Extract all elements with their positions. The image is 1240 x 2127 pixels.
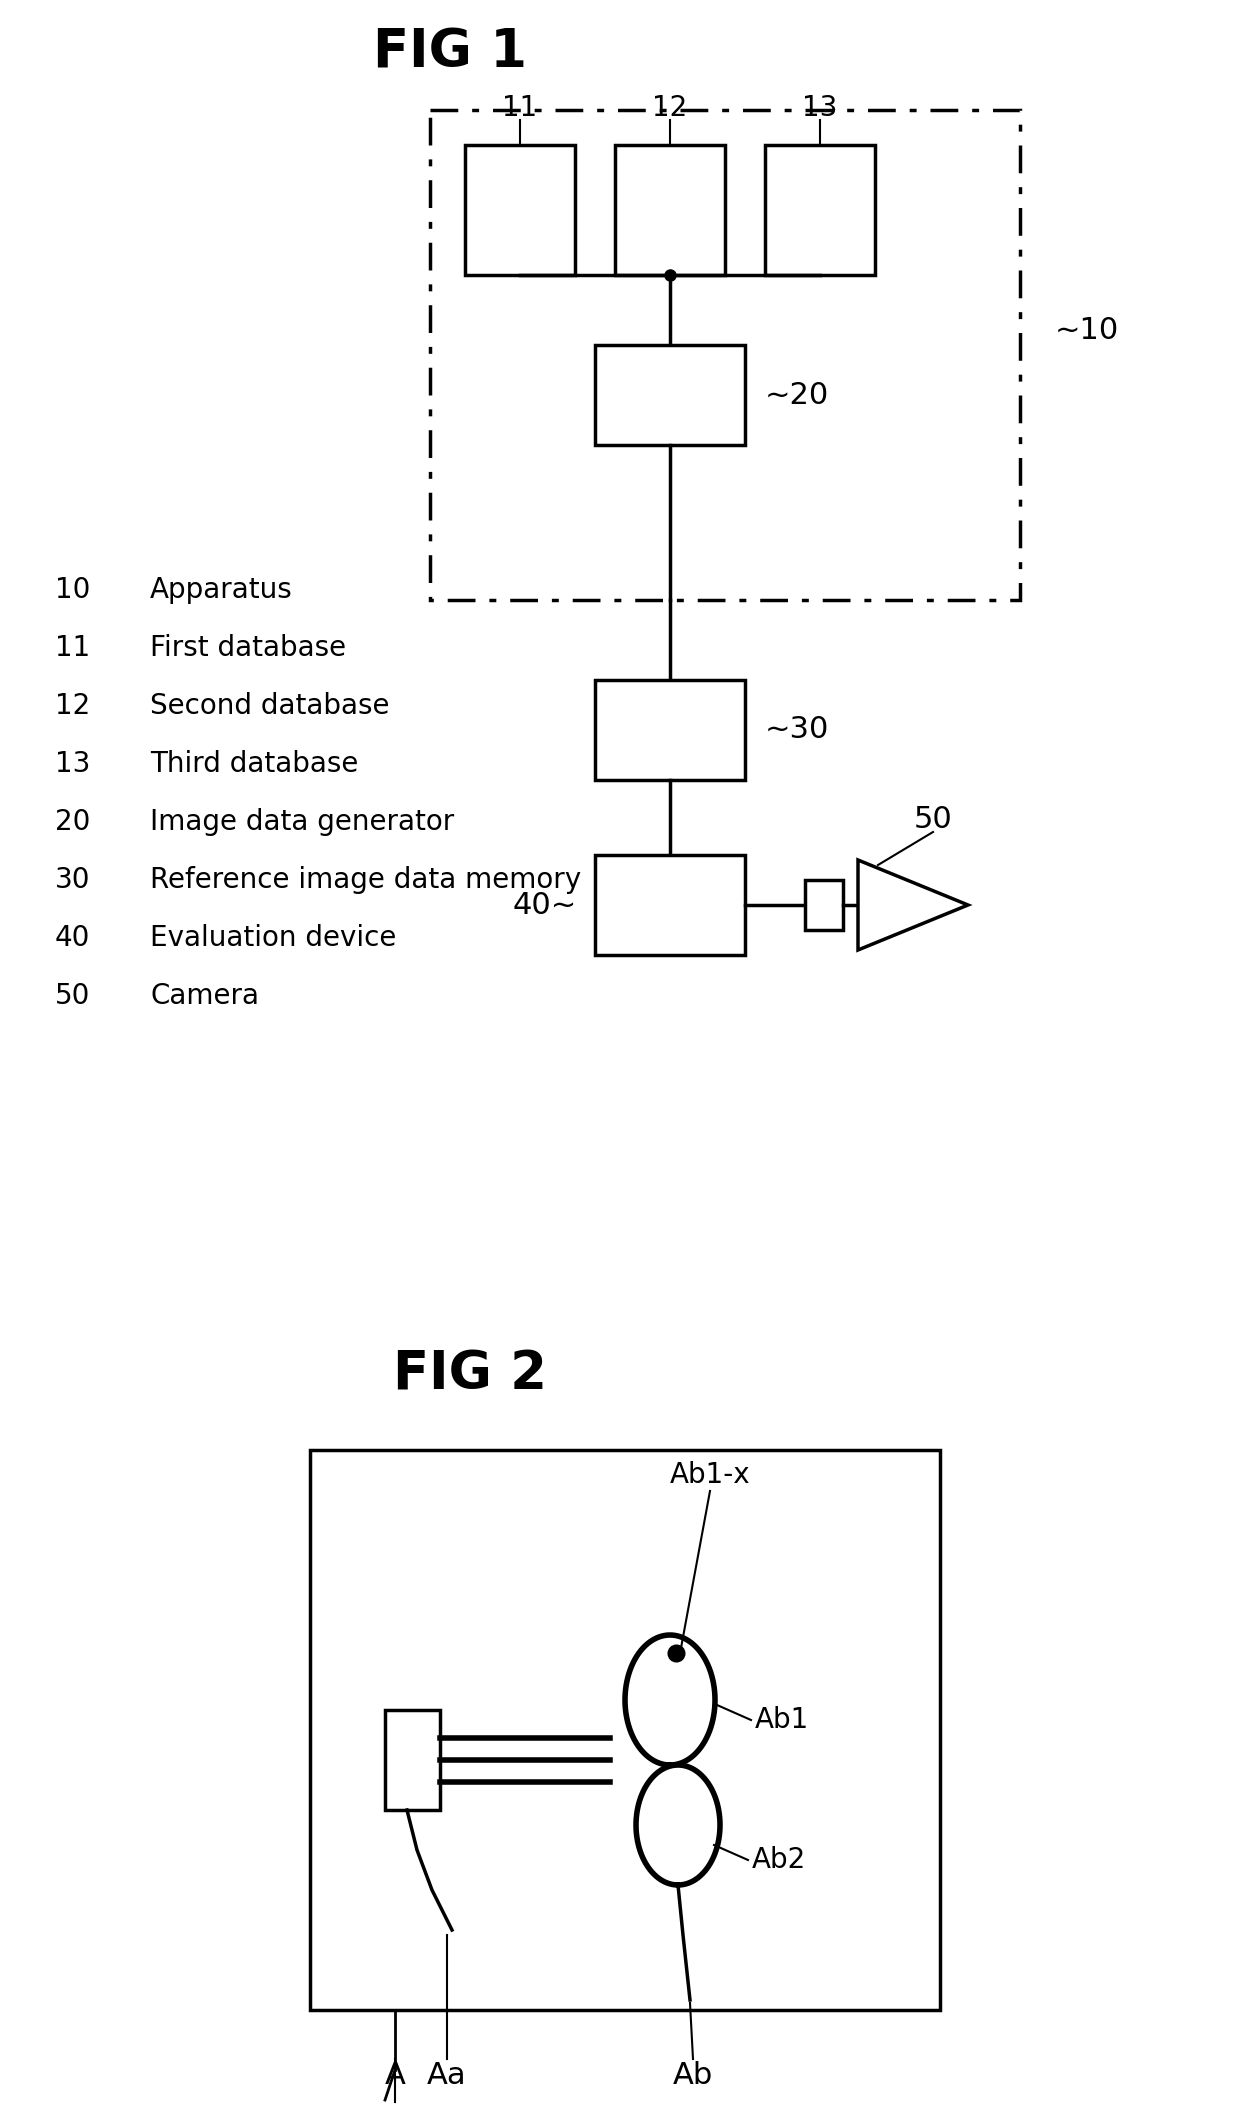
Text: First database: First database [150, 634, 346, 661]
Text: 20: 20 [55, 808, 91, 836]
Bar [595, 681, 745, 781]
Text: 30: 30 [55, 866, 91, 893]
Text: ~20: ~20 [765, 381, 830, 411]
Text: 50: 50 [55, 983, 91, 1010]
Text: Ab1-x: Ab1-x [670, 1461, 750, 1489]
Bar [595, 345, 745, 445]
Bar [384, 1710, 440, 1810]
Text: Ab2: Ab2 [751, 1846, 806, 1874]
Bar [765, 145, 875, 274]
Text: Third database: Third database [150, 751, 358, 778]
Bar [805, 881, 843, 929]
Text: 12: 12 [652, 94, 688, 121]
Bar [465, 145, 575, 274]
Text: 50: 50 [914, 806, 952, 834]
Bar [370, 1514, 900, 1914]
Text: Ab1: Ab1 [755, 1706, 810, 1734]
Text: 13: 13 [55, 751, 91, 778]
Text: Second database: Second database [150, 691, 389, 721]
Text: Aa: Aa [428, 2061, 466, 2089]
Bar [430, 111, 1021, 600]
Text: Image data generator: Image data generator [150, 808, 454, 836]
Text: 10: 10 [55, 576, 91, 604]
Text: Camera: Camera [150, 983, 259, 1010]
Text: 40: 40 [55, 923, 91, 953]
Bar [595, 855, 745, 955]
Text: Ab: Ab [673, 2061, 713, 2089]
Text: ~10: ~10 [1055, 317, 1120, 345]
Text: 12: 12 [55, 691, 91, 721]
Text: FIG 1: FIG 1 [373, 26, 527, 79]
Bar [615, 145, 725, 274]
Text: ~30: ~30 [765, 715, 830, 744]
Text: 13: 13 [802, 94, 838, 121]
Text: 11: 11 [55, 634, 91, 661]
Text: A: A [384, 2061, 405, 2089]
Text: Evaluation device: Evaluation device [150, 923, 397, 953]
Text: FIG 2: FIG 2 [393, 1349, 547, 1402]
Bar [310, 1451, 940, 2010]
Text: 11: 11 [502, 94, 538, 121]
Text: Reference image data memory: Reference image data memory [150, 866, 582, 893]
Text: Apparatus: Apparatus [150, 576, 293, 604]
Text: 40~: 40~ [513, 891, 577, 919]
Polygon shape [858, 859, 968, 951]
